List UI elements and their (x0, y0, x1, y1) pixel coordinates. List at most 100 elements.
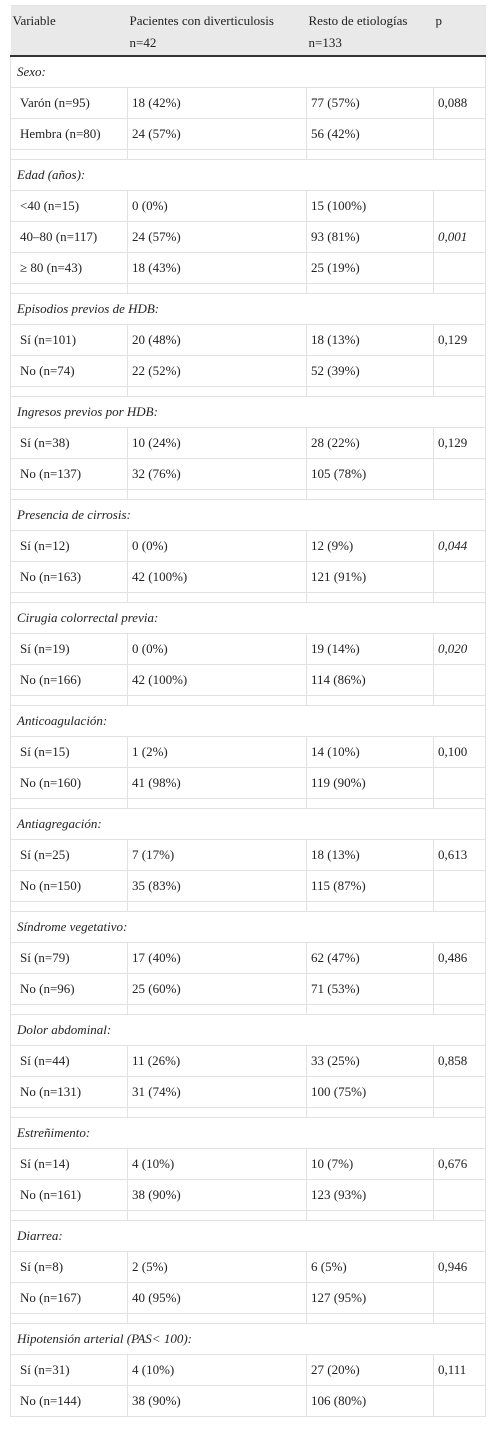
section-title-row: Hipotensión arterial (PAS< 100): (10, 1323, 486, 1355)
cell: No (n=96) (10, 973, 128, 1005)
p-value: 0,111 (433, 1354, 486, 1386)
data-row: ≥ 80 (n=43) 18 (43%) 25 (19%) (10, 252, 486, 284)
section-title-row: Dolor abdominal: (10, 1014, 486, 1046)
spacer-cell (127, 695, 307, 706)
cell: 42 (100%) (127, 561, 307, 593)
p-value: 0,001 (433, 221, 486, 253)
cell: 11 (26%) (127, 1045, 307, 1077)
spacer-row (10, 283, 486, 294)
cell: 106 (80%) (306, 1385, 434, 1417)
section-title-row: Edad (años): (10, 159, 486, 191)
spacer-cell (433, 1107, 486, 1118)
cell: 1 (2%) (127, 736, 307, 768)
header-text: Variable (12, 13, 56, 28)
spacer-cell (10, 489, 128, 500)
header-cell: Resto de etiologías n=133 (306, 5, 434, 57)
cell: 14 (10%) (306, 736, 434, 768)
p-value: 0,020 (433, 633, 486, 665)
section-title-row: Presencia de cirrosis: (10, 499, 486, 531)
spacer-cell (10, 1313, 128, 1324)
spacer-row (10, 149, 486, 160)
data-row: Sí (n=79) 17 (40%) 62 (47%) 0,486 (10, 942, 486, 974)
cell: No (n=144) (10, 1385, 128, 1417)
header-text: p (435, 13, 443, 28)
data-row: No (n=163) 42 (100%) 121 (91%) (10, 561, 486, 593)
cell: 71 (53%) (306, 973, 434, 1005)
table-header: Variable Pacientes con diverticulosis n=42… (10, 5, 486, 57)
cell: 31 (74%) (127, 1076, 307, 1108)
spacer-row (10, 1210, 486, 1221)
spacer-cell (433, 489, 486, 500)
spacer-cell (10, 386, 128, 397)
spacer-cell (127, 1313, 307, 1324)
spacer-row (10, 489, 486, 500)
p-value: 0,858 (433, 1045, 486, 1077)
spacer-cell (10, 592, 128, 603)
header-cell: Pacientes con diverticulosis n=42 (127, 5, 307, 57)
spacer-cell (306, 592, 434, 603)
section-title: Episodios previos de HDB: (10, 293, 486, 325)
section-title-row: Diarrea: (10, 1220, 486, 1252)
spacer-cell (306, 1107, 434, 1118)
section-title: Edad (años): (10, 159, 486, 191)
cell: 28 (22%) (306, 427, 434, 459)
cell: 2 (5%) (127, 1251, 307, 1283)
data-row: No (n=144) 38 (90%) 106 (80%) (10, 1385, 486, 1417)
p-value (433, 973, 486, 1005)
section-title-row: Ingresos previos por HDB: (10, 396, 486, 428)
cell: Sí (n=8) (10, 1251, 128, 1283)
spacer-cell (306, 149, 434, 160)
spacer-cell (127, 901, 307, 912)
spacer-cell (127, 386, 307, 397)
spacer-cell (306, 1004, 434, 1015)
spacer-cell (433, 149, 486, 160)
cell: 56 (42%) (306, 118, 434, 150)
section-title-row: Síndrome vegetativo: (10, 911, 486, 943)
cell: 24 (57%) (127, 221, 307, 253)
data-row: No (n=150) 35 (83%) 115 (87%) (10, 870, 486, 902)
cell: 10 (24%) (127, 427, 307, 459)
p-value: 0,486 (433, 942, 486, 974)
cell: No (n=166) (10, 664, 128, 696)
section-title: Hipotensión arterial (PAS< 100): (10, 1323, 486, 1355)
cell: 20 (48%) (127, 324, 307, 356)
cell: No (n=150) (10, 870, 128, 902)
cell: Sí (n=25) (10, 839, 128, 871)
cell: 0 (0%) (127, 530, 307, 562)
section-title-row: Cirugia colorrectal previa: (10, 602, 486, 634)
cell: 6 (5%) (306, 1251, 434, 1283)
data-row: No (n=137) 32 (76%) 105 (78%) (10, 458, 486, 490)
data-row: Sí (n=14) 4 (10%) 10 (7%) 0,676 (10, 1148, 486, 1180)
cell: Sí (n=101) (10, 324, 128, 356)
spacer-cell (433, 1313, 486, 1324)
spacer-cell (433, 1210, 486, 1221)
spacer-cell (306, 1313, 434, 1324)
spacer-cell (433, 798, 486, 809)
section-title: Ingresos previos por HDB: (10, 396, 486, 428)
header-cell: p (433, 5, 486, 57)
section-title: Cirugia colorrectal previa: (10, 602, 486, 634)
spacer-cell (127, 489, 307, 500)
p-value: 0,676 (433, 1148, 486, 1180)
p-value: 0,129 (433, 427, 486, 459)
section-title-row: Episodios previos de HDB: (10, 293, 486, 325)
spacer-cell (433, 695, 486, 706)
data-row: No (n=161) 38 (90%) 123 (93%) (10, 1179, 486, 1211)
p-value: 0,044 (433, 530, 486, 562)
p-value: 0,946 (433, 1251, 486, 1283)
p-value (433, 870, 486, 902)
spacer-row (10, 1107, 486, 1118)
cell: 22 (52%) (127, 355, 307, 387)
spacer-cell (127, 283, 307, 294)
header-text: Pacientes con diverticulosis (129, 13, 274, 28)
cell: 32 (76%) (127, 458, 307, 490)
data-row: Varón (n=95) 18 (42%) 77 (57%) 0,088 (10, 87, 486, 119)
cell: Sí (n=79) (10, 942, 128, 974)
cell: No (n=131) (10, 1076, 128, 1108)
header-text: Resto de etiologías (308, 13, 408, 28)
cell: No (n=161) (10, 1179, 128, 1211)
p-value (433, 458, 486, 490)
cell: 25 (19%) (306, 252, 434, 284)
section-title: Presencia de cirrosis: (10, 499, 486, 531)
spacer-cell (433, 901, 486, 912)
